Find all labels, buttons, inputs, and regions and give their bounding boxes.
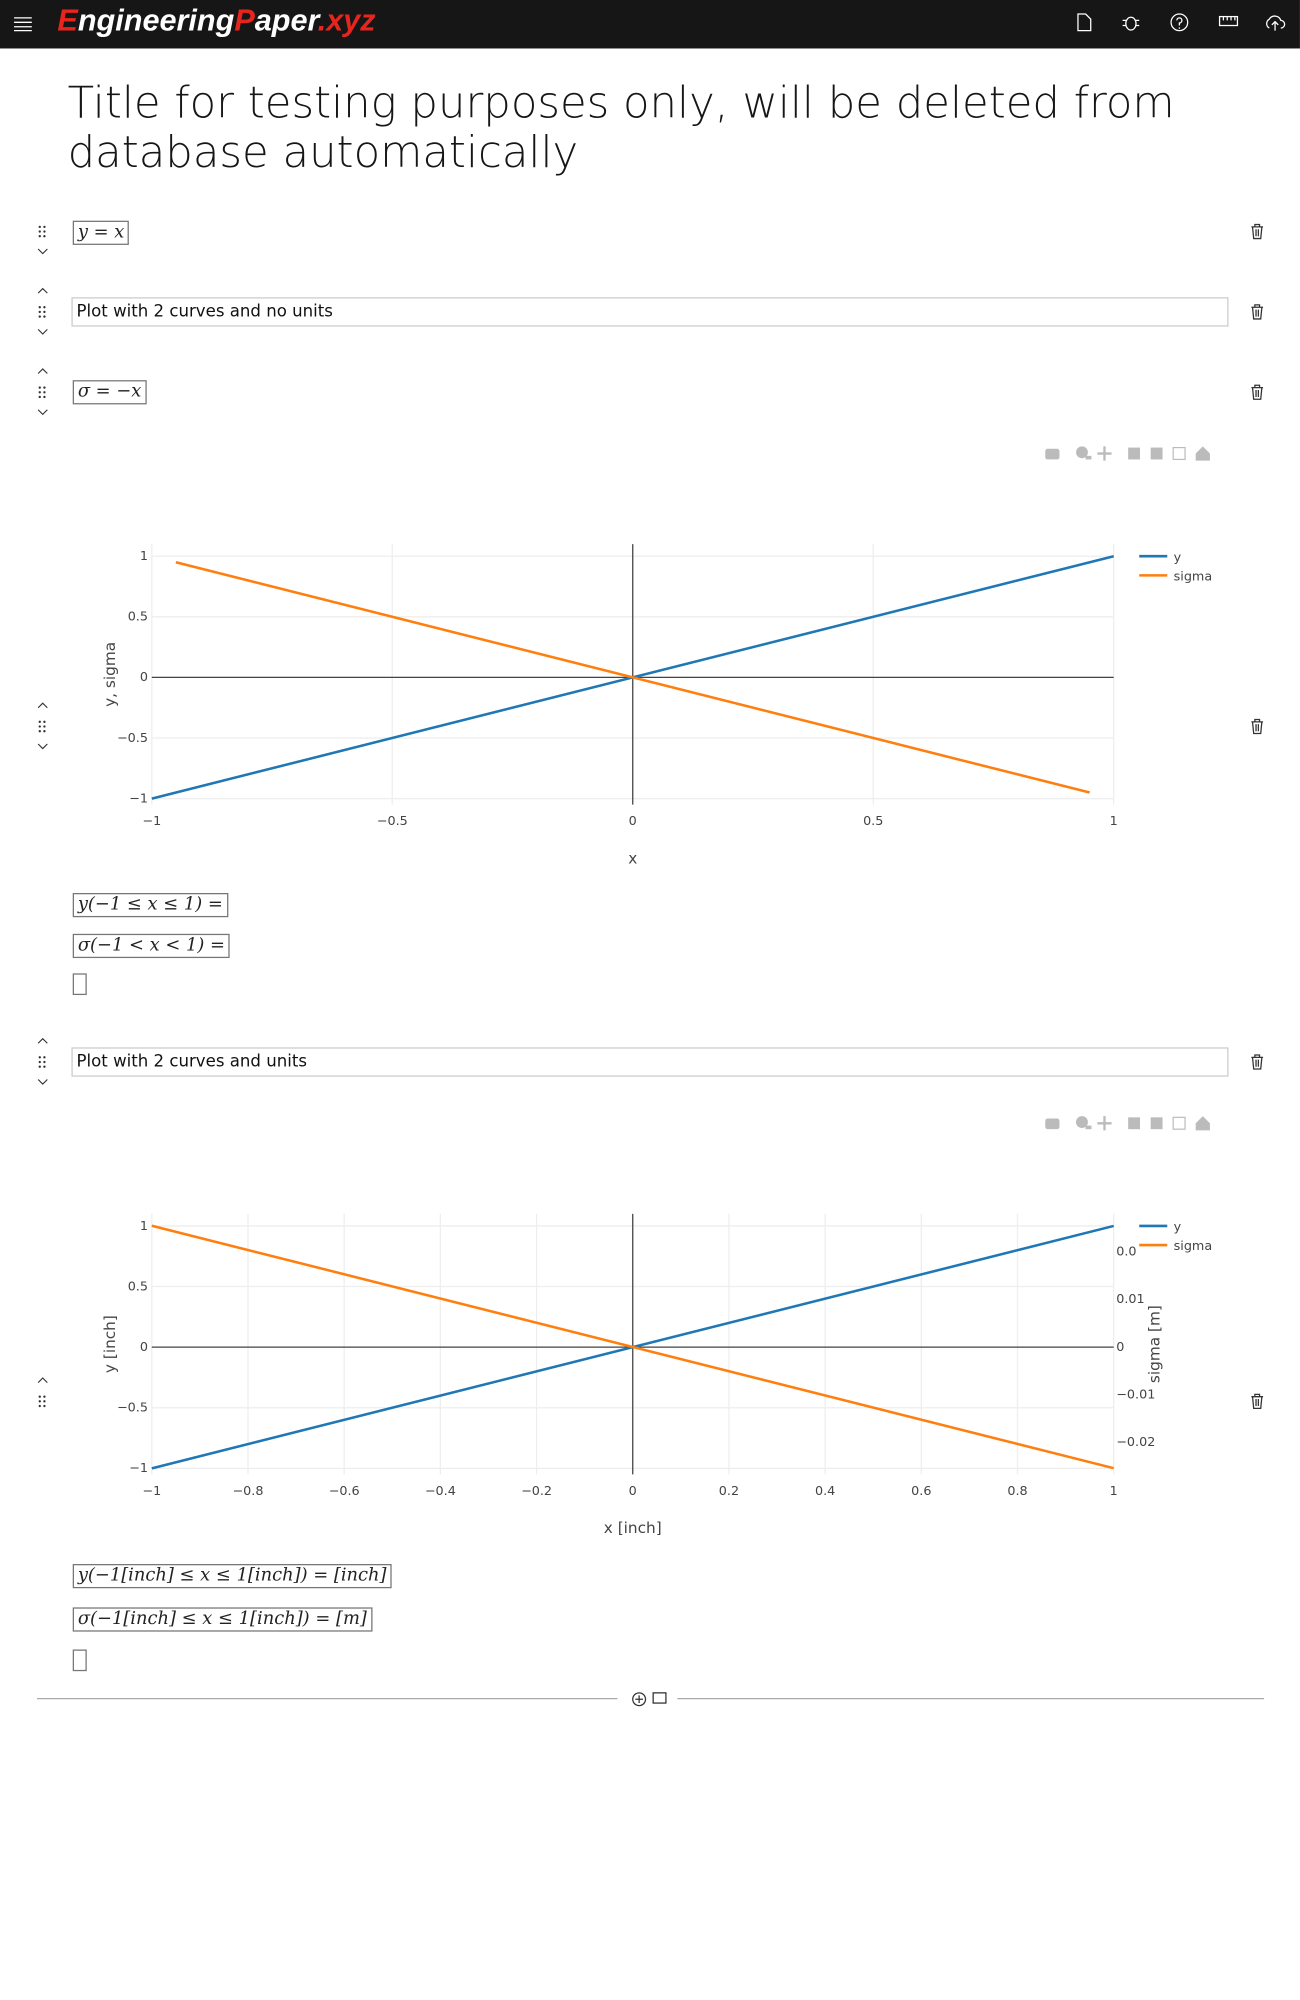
insert-divider — [36, 1692, 1265, 1707]
series-line — [151, 1224, 1114, 1470]
y2-axis-title: sigma [m] — [1146, 1305, 1164, 1383]
y2-tick-label: 0.0 — [1116, 1244, 1136, 1259]
add-doc-button[interactable] — [652, 1692, 667, 1704]
top-bar: EngineeringPaper.xyz — [0, 0, 1300, 49]
y-tick-label: −0.5 — [117, 731, 148, 746]
math-field[interactable]: σ(−1[inch] ≤ x ≤ 1[inch]) = [m] — [72, 1607, 372, 1632]
upload-button[interactable] — [1264, 13, 1286, 32]
math-field[interactable]: y = x — [72, 220, 130, 245]
legend-label: sigma — [1174, 1239, 1213, 1254]
x-tick-label: −1 — [142, 814, 161, 829]
empty-math-field[interactable] — [72, 973, 87, 996]
add-cell-button[interactable] — [632, 1692, 647, 1707]
x-tick-label: 1 — [1110, 1484, 1118, 1499]
delete-button[interactable] — [1250, 1393, 1264, 1410]
plot-toolbar[interactable] — [1045, 445, 1224, 462]
logo-part: E — [57, 3, 78, 39]
plot: −1 −0.5 0 0.5 1 −1 −0.5 0 0.5 1 y sigma x y, sigma — [101, 544, 1213, 867]
move-up[interactable] — [37, 702, 48, 710]
y2-tick-label: −0.01 — [1116, 1388, 1155, 1403]
x-tick-label: 0.2 — [719, 1484, 739, 1499]
legend-label: y — [1174, 1220, 1182, 1235]
series-line — [175, 561, 1090, 794]
drag-handle[interactable] — [37, 385, 47, 399]
documentation-cell[interactable]: Plot with 2 curves and units — [71, 1047, 1229, 1077]
plot: −1 −0.8 −0.6 −0.4 −0.2 0 0.2 0.4 0.6 0.8 1 −1 −0.5 0 0… — [101, 1213, 1213, 1537]
y-tick-label: 0.5 — [128, 1279, 148, 1294]
bug-button[interactable] — [1121, 13, 1140, 32]
y-axis-title: y, sigma — [101, 642, 119, 707]
move-down[interactable] — [37, 328, 48, 336]
y-axis-title: y [inch] — [101, 1315, 119, 1373]
x-tick-label: 1 — [1110, 814, 1118, 829]
logo-part: P — [234, 3, 255, 39]
y-tick-label: 0 — [140, 1340, 148, 1355]
y-tick-label: −0.5 — [117, 1401, 148, 1416]
x-tick-label: 0.8 — [1007, 1484, 1027, 1499]
menu-button[interactable] — [14, 17, 32, 32]
x-tick-label: −0.2 — [521, 1484, 552, 1499]
drag-handle[interactable] — [37, 719, 47, 733]
y-tick-label: −1 — [129, 791, 148, 806]
help-button[interactable] — [1170, 13, 1189, 32]
x-tick-label: 0 — [629, 814, 637, 829]
y2-tick-label: −0.02 — [1116, 1435, 1155, 1450]
move-down[interactable] — [37, 247, 48, 255]
move-up[interactable] — [37, 1037, 48, 1045]
delete-button[interactable] — [1250, 304, 1264, 321]
plot-toolbar[interactable] — [1045, 1115, 1224, 1132]
logo-part: .xyz — [317, 3, 376, 39]
move-up[interactable] — [37, 367, 48, 375]
delete-button[interactable] — [1250, 384, 1264, 401]
x-tick-label: 0.5 — [863, 814, 883, 829]
delete-button[interactable] — [1250, 223, 1264, 240]
x-tick-label: −0.6 — [329, 1484, 360, 1499]
delete-button[interactable] — [1250, 718, 1264, 735]
math-field[interactable]: y(−1[inch] ≤ x ≤ 1[inch]) = [inch] — [72, 1564, 392, 1589]
y-tick-label: −1 — [129, 1461, 148, 1476]
math-field[interactable]: σ = −x — [72, 380, 147, 405]
sheet-title[interactable]: Title for testing purposes only, will be… — [67, 77, 1175, 179]
drag-handle[interactable] — [37, 305, 47, 319]
units-button[interactable] — [1218, 15, 1239, 28]
drag-handle[interactable] — [37, 225, 47, 239]
move-down[interactable] — [37, 742, 48, 750]
logo-part: ngineering — [77, 3, 235, 39]
x-axis-title: x — [628, 849, 637, 867]
y2-tick-label: 0 — [1116, 1340, 1124, 1355]
x-axis-title: x [inch] — [604, 1519, 662, 1537]
y-tick-label: 0.5 — [128, 610, 148, 625]
y-tick-label: 1 — [140, 549, 148, 564]
empty-math-field[interactable] — [72, 1649, 87, 1672]
x-tick-label: −1 — [142, 1484, 161, 1499]
drag-handle[interactable] — [37, 1394, 47, 1408]
logo[interactable]: EngineeringPaper.xyz — [57, 4, 375, 40]
y2-tick-label: 0.01 — [1116, 1292, 1144, 1307]
move-down[interactable] — [37, 1078, 48, 1086]
move-up[interactable] — [37, 1376, 48, 1384]
legend-label: sigma — [1174, 569, 1213, 584]
move-down[interactable] — [37, 408, 48, 416]
x-tick-label: 0.6 — [911, 1484, 931, 1499]
new-sheet-button[interactable] — [1077, 13, 1092, 32]
math-field[interactable]: y(−1 ≤ x ≤ 1) = — [72, 892, 228, 918]
legend-label: y — [1174, 550, 1182, 565]
x-tick-label: −0.5 — [377, 814, 408, 829]
drag-handle[interactable] — [37, 1055, 47, 1069]
documentation-cell[interactable]: Plot with 2 curves and no units — [71, 297, 1229, 327]
math-field[interactable]: σ(−1 < x < 1) = — [72, 933, 231, 959]
logo-part: aper — [254, 3, 318, 39]
y-tick-label: 1 — [140, 1219, 148, 1234]
x-tick-label: −0.8 — [233, 1484, 264, 1499]
x-tick-label: 0.4 — [815, 1484, 835, 1499]
x-tick-label: −0.4 — [425, 1484, 456, 1499]
delete-button[interactable] — [1250, 1054, 1264, 1071]
x-tick-label: 0 — [629, 1484, 637, 1499]
y-tick-label: 0 — [140, 670, 148, 685]
move-up[interactable] — [37, 287, 48, 295]
